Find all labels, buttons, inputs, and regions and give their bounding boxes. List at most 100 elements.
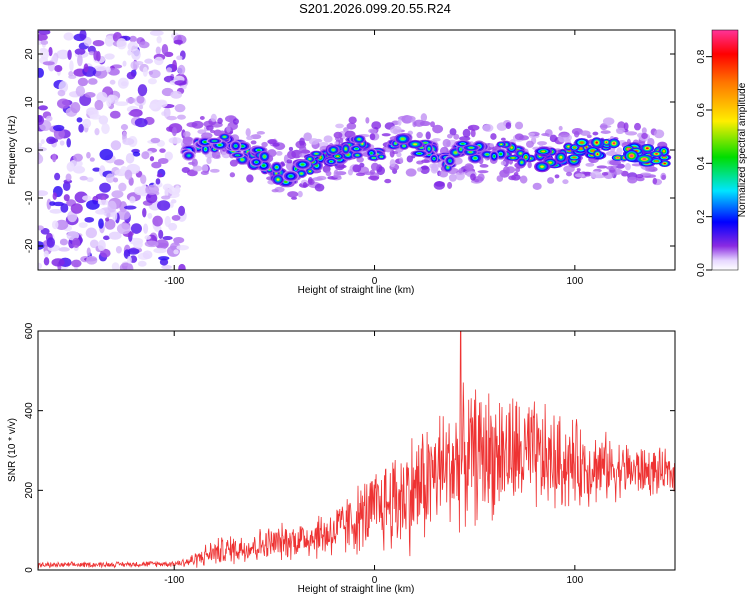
noise-blob bbox=[66, 137, 71, 148]
halo-blob bbox=[186, 169, 198, 177]
noise-blob bbox=[178, 263, 186, 270]
noise-blob bbox=[148, 70, 154, 75]
halo-blob bbox=[470, 173, 476, 181]
noise-blob bbox=[86, 199, 100, 210]
halo-blob bbox=[432, 124, 444, 134]
halo-blob bbox=[574, 173, 585, 178]
halo-blob bbox=[365, 117, 370, 124]
ridge-blob bbox=[493, 154, 496, 158]
x-tick-label: 100 bbox=[566, 276, 583, 287]
noise-blob bbox=[145, 184, 160, 195]
halo-blob bbox=[246, 135, 254, 141]
halo-blob bbox=[449, 128, 457, 136]
snr-axes: -100 0 100 0 200 400 600 bbox=[24, 322, 675, 586]
noise-blob bbox=[60, 203, 69, 213]
noise-blob bbox=[62, 181, 71, 192]
noise-blob bbox=[109, 110, 121, 119]
ridge-blob bbox=[541, 150, 546, 153]
noise-blob bbox=[57, 89, 66, 97]
noise-blob bbox=[170, 199, 177, 204]
halo-blob bbox=[389, 159, 396, 168]
halo-blob bbox=[420, 113, 428, 122]
halo-blob bbox=[399, 157, 404, 164]
halo-blob bbox=[583, 171, 592, 177]
halo-blob bbox=[458, 168, 463, 174]
noise-blob bbox=[82, 195, 92, 201]
y-tick-label: 200 bbox=[24, 482, 35, 499]
halo-blob bbox=[482, 123, 494, 132]
ridge-blob bbox=[662, 156, 666, 159]
halo-blob bbox=[623, 122, 629, 131]
noise-blob bbox=[51, 258, 65, 267]
noise-blob bbox=[53, 124, 65, 132]
ridge-blob bbox=[356, 154, 359, 156]
halo-blob bbox=[307, 177, 313, 184]
noise-blob bbox=[38, 105, 48, 111]
ridge-blob bbox=[448, 159, 452, 163]
noise-blob bbox=[84, 216, 95, 223]
ridge-blob bbox=[616, 157, 620, 159]
ridge-blob bbox=[578, 147, 583, 150]
noise-blob bbox=[104, 35, 114, 47]
halo-blob bbox=[628, 176, 637, 181]
ridge-blob bbox=[524, 155, 527, 159]
halo-blob bbox=[191, 120, 204, 129]
noise-blob bbox=[174, 80, 187, 86]
noise-blob bbox=[97, 199, 110, 206]
halo-blob bbox=[496, 175, 504, 182]
noise-blob bbox=[89, 239, 99, 249]
halo-blob bbox=[442, 138, 451, 148]
colorbar: 0.0 0.2 0.4 0.6 0.8 Normalized spectral ampl… bbox=[696, 29, 748, 277]
noise-blob bbox=[105, 217, 110, 222]
halo-blob bbox=[596, 165, 608, 169]
halo-blob bbox=[528, 132, 535, 136]
noise-blob bbox=[148, 103, 158, 110]
halo-blob bbox=[602, 117, 615, 126]
halo-blob bbox=[287, 191, 299, 198]
ridge-blob bbox=[446, 166, 449, 169]
noise-blob bbox=[38, 67, 44, 78]
spectrogram-ylabel: Frequency (Hz) bbox=[7, 116, 18, 185]
ridge-blob bbox=[662, 150, 666, 153]
ridge-blob bbox=[284, 180, 288, 184]
noise-blob bbox=[161, 264, 172, 270]
halo-blob bbox=[537, 141, 548, 146]
noise-blob bbox=[149, 30, 164, 36]
halo-blob bbox=[334, 141, 339, 145]
noise-blob bbox=[131, 48, 141, 61]
halo-blob bbox=[413, 119, 425, 127]
noise-blob bbox=[152, 215, 163, 227]
noise-blob bbox=[42, 61, 55, 66]
noise-blob bbox=[127, 263, 134, 270]
noise-blob bbox=[69, 60, 74, 72]
halo-blob bbox=[303, 132, 312, 142]
noise-blob bbox=[79, 175, 88, 181]
ridge-blob bbox=[217, 143, 222, 147]
ridge-blob bbox=[235, 154, 240, 156]
ridge-blob bbox=[612, 142, 616, 145]
halo-blob bbox=[448, 173, 457, 182]
noise-blob bbox=[127, 248, 140, 255]
noise-blob bbox=[129, 35, 137, 43]
ridge-blob bbox=[413, 143, 418, 146]
x-tick-label: 0 bbox=[372, 575, 378, 586]
noise-blob bbox=[115, 101, 129, 107]
noise-blob bbox=[38, 262, 43, 269]
ridge-blob bbox=[642, 158, 647, 161]
halo-blob bbox=[430, 164, 439, 174]
halo-blob bbox=[335, 123, 344, 129]
halo-blob bbox=[246, 174, 254, 183]
halo-blob bbox=[256, 131, 266, 135]
noise-blob bbox=[97, 239, 106, 252]
ridge-blob bbox=[276, 178, 280, 181]
halo-blob bbox=[590, 170, 602, 179]
x-tick-label: 0 bbox=[372, 276, 378, 287]
halo-blob bbox=[191, 158, 198, 167]
noise-blob bbox=[156, 173, 163, 178]
ridge-blob bbox=[300, 172, 303, 175]
noise-blob bbox=[104, 53, 115, 60]
noise-blob bbox=[48, 138, 59, 143]
halo-blob bbox=[392, 128, 398, 135]
ridge-blob bbox=[203, 140, 207, 144]
